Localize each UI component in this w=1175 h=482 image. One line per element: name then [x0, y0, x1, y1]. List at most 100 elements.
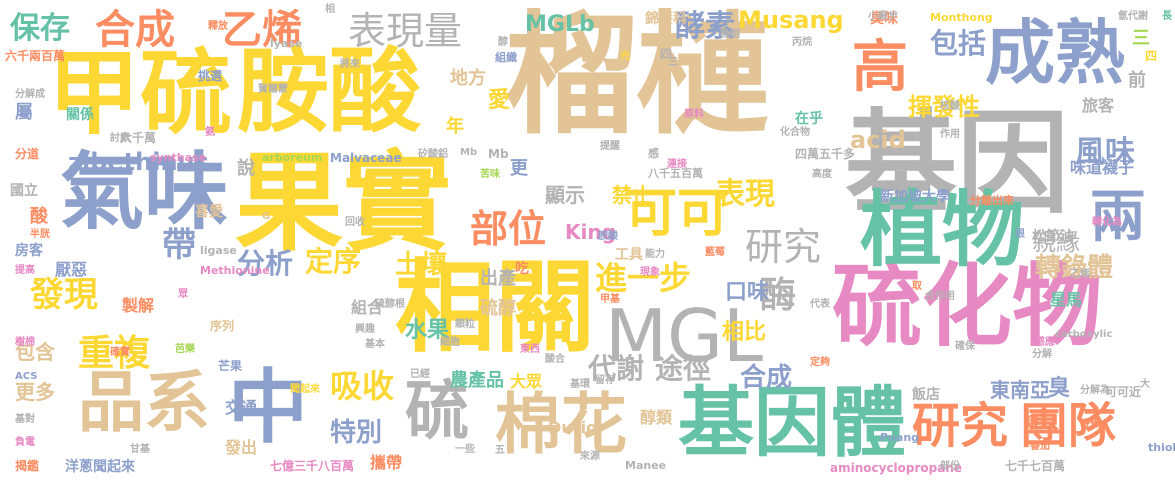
- word: 矽酸鋁: [418, 149, 448, 160]
- word: 分解成: [15, 89, 45, 100]
- word: 硫: [405, 375, 469, 449]
- word: aminocyclopropane: [830, 461, 963, 475]
- word: 作用: [940, 129, 960, 140]
- word: 在乎: [795, 111, 823, 127]
- word: 發現: [30, 275, 98, 315]
- word: synthase: [150, 151, 207, 164]
- word: 負電: [15, 437, 35, 448]
- word: 酵素: [675, 9, 735, 44]
- word: 核酸: [940, 101, 960, 112]
- word: 轉錄體: [1035, 253, 1114, 283]
- word: 分析: [237, 247, 294, 280]
- word: 芒果: [218, 359, 243, 373]
- word: 途徑: [655, 352, 712, 385]
- word: 東南亞: [990, 378, 1050, 402]
- word: 棉花: [495, 386, 627, 463]
- word: 可可近: [1105, 385, 1142, 399]
- word: 關係: [66, 107, 94, 123]
- word: 芭樂: [175, 344, 195, 355]
- word: 確實: [110, 347, 130, 358]
- word: 分道: [15, 147, 40, 161]
- word: 醇: [498, 37, 508, 48]
- word: 進一步: [595, 259, 692, 297]
- word: 番茄: [1030, 441, 1050, 452]
- word: 酶: [760, 275, 797, 316]
- word: 味道襪子: [1070, 158, 1135, 177]
- word: 根: [1015, 229, 1025, 240]
- word: 分解: [1032, 349, 1052, 360]
- word: 攜帶: [370, 453, 403, 472]
- word: 表現量: [348, 9, 463, 53]
- word: 風味: [1075, 135, 1135, 170]
- word: 錦葵科: [645, 11, 687, 27]
- word: 化合物: [780, 127, 810, 138]
- word: 發出: [225, 438, 258, 457]
- word: 表現: [715, 177, 775, 212]
- word: 合作用: [925, 291, 955, 302]
- word: 討厭: [110, 133, 130, 144]
- word: MGL: [605, 294, 764, 378]
- word: 留存: [595, 375, 615, 386]
- word: 五: [495, 445, 505, 456]
- word: 水果: [405, 318, 450, 343]
- word: 胺酸: [598, 231, 618, 242]
- word: 乙烯: [1070, 269, 1090, 280]
- word: 可可: [625, 184, 730, 244]
- word: 地方: [450, 68, 486, 89]
- word: 合成: [740, 363, 793, 393]
- word: 國立: [10, 183, 38, 199]
- word: 細胞: [440, 337, 460, 348]
- word: 七千七百萬: [1005, 459, 1066, 473]
- word: 代表: [810, 299, 830, 310]
- word: 成熟: [985, 12, 1125, 94]
- word: 包含: [15, 340, 55, 364]
- word: 感: [648, 147, 659, 160]
- word: 星馬: [1050, 290, 1083, 309]
- word: 胺酸: [237, 38, 422, 145]
- word: 氨: [205, 127, 215, 138]
- word: 基環: [570, 379, 590, 390]
- word: 來源: [580, 451, 600, 462]
- word: 揭鑑: [15, 459, 40, 473]
- word: 機制: [720, 29, 740, 40]
- word: 年: [446, 116, 464, 137]
- word: 四: [1145, 49, 1158, 63]
- word: 聞起來: [290, 384, 320, 395]
- word: 禁止: [612, 183, 652, 207]
- word: 四萬五千多: [795, 147, 856, 161]
- word: 轉化為: [1092, 217, 1122, 228]
- word: 洋蔥聞起來: [65, 459, 135, 475]
- word: 團隊: [1020, 398, 1117, 454]
- word: Musang: [738, 6, 844, 34]
- word: 藍莓: [705, 247, 725, 258]
- word: 酸合: [545, 354, 565, 365]
- word: 長: [1162, 11, 1172, 22]
- word: Mb: [488, 147, 509, 161]
- word: arboreum: [262, 151, 323, 164]
- word: 旅客: [1082, 96, 1115, 115]
- word: 確保: [955, 341, 975, 352]
- word: Monthong: [930, 11, 993, 24]
- word: 部份: [940, 461, 960, 472]
- word: 帶: [162, 225, 196, 265]
- word: ACS: [15, 371, 38, 382]
- word: 取: [912, 281, 922, 292]
- word: 基本: [365, 339, 385, 350]
- word: acid: [850, 126, 906, 154]
- word: 乙烯: [222, 7, 302, 53]
- word: 興趣: [355, 324, 375, 335]
- word: 愛: [488, 88, 511, 113]
- word: Malvaceae: [330, 151, 402, 165]
- word: Manee: [625, 459, 667, 472]
- word: 土壤: [395, 250, 448, 280]
- word: 製解: [122, 296, 155, 315]
- word: 果實: [235, 141, 452, 266]
- word: 七億三千八百萬: [270, 459, 355, 473]
- word: 親緣: [1032, 228, 1080, 256]
- word: 松節油: [1032, 229, 1074, 245]
- word: King: [565, 220, 616, 244]
- word: 定夠: [810, 357, 830, 368]
- word: 前: [1128, 70, 1146, 91]
- word: 榴槤: [505, 0, 769, 153]
